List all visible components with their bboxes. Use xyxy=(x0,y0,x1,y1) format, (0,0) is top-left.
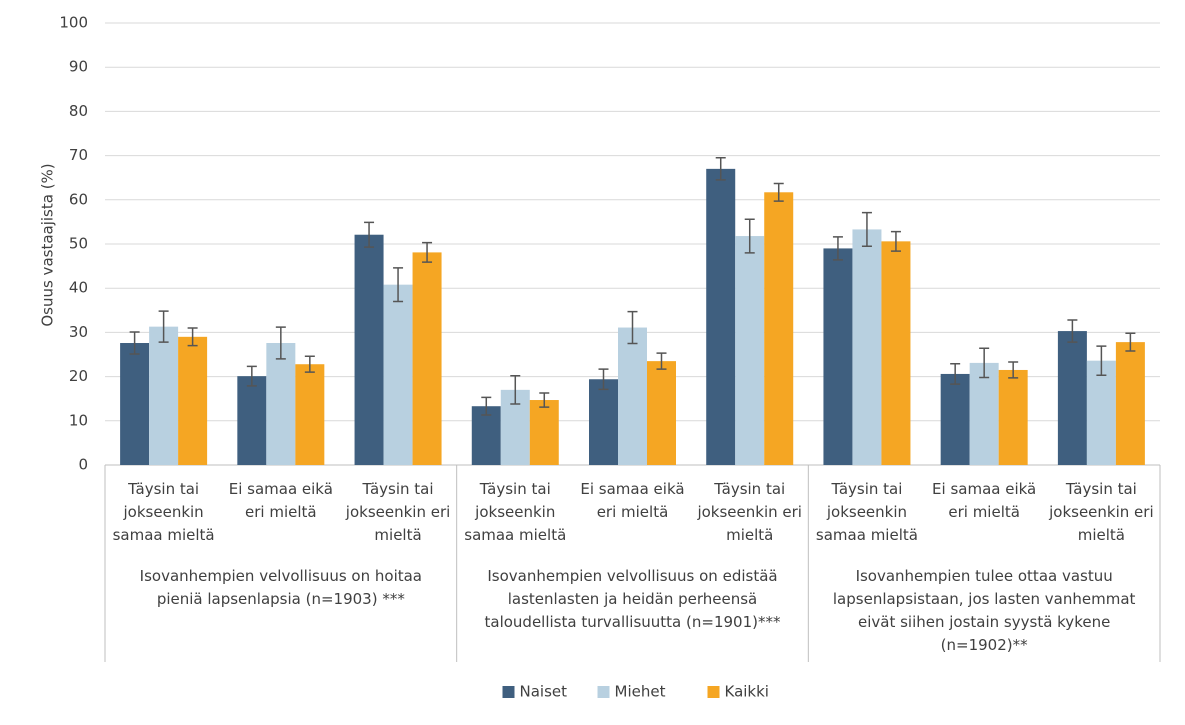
bar xyxy=(295,364,325,465)
error-bar xyxy=(129,331,140,355)
error-bar xyxy=(510,374,521,405)
y-tick-label: 50 xyxy=(69,235,88,253)
bar xyxy=(120,343,150,465)
error-bar xyxy=(246,365,257,387)
bar xyxy=(354,234,384,465)
error-bar xyxy=(598,368,609,391)
error-bar xyxy=(950,363,961,385)
y-tick-label: 100 xyxy=(59,14,88,32)
x-tick-label: Täysin tai jokseenkin samaa mieltä xyxy=(112,480,215,544)
bar xyxy=(1115,342,1145,465)
y-tick-label: 90 xyxy=(69,58,88,76)
bar xyxy=(412,252,442,465)
y-tick-label: 40 xyxy=(69,279,88,297)
error-bar xyxy=(744,218,755,254)
y-tick-label: 30 xyxy=(69,323,88,341)
bar xyxy=(940,373,970,465)
error-bar xyxy=(158,310,169,343)
bar xyxy=(237,376,267,465)
group-label: Isovanhempien velvollisuus on edistää la… xyxy=(484,567,781,631)
bar xyxy=(178,336,208,465)
error-bar xyxy=(773,182,784,202)
group-label: Isovanhempien velvollisuus on hoitaa pie… xyxy=(139,567,422,608)
error-bar xyxy=(422,241,433,263)
bar xyxy=(735,236,765,465)
error-bar xyxy=(979,347,990,379)
bar xyxy=(383,284,413,465)
x-tick-label: Täysin tai jokseenkin eri mieltä xyxy=(345,480,451,544)
bar xyxy=(647,361,676,465)
x-tick-label: Täysin tai jokseenkin eri mieltä xyxy=(1049,480,1154,544)
y-tick-label: 70 xyxy=(69,146,88,164)
y-tick-label: 60 xyxy=(69,190,88,208)
error-bar xyxy=(304,355,315,373)
error-bar xyxy=(481,396,492,416)
y-tick-label: 80 xyxy=(69,102,88,120)
legend-label: Miehet xyxy=(615,683,666,701)
bar xyxy=(1086,360,1116,465)
y-tick-label: 10 xyxy=(69,411,88,429)
x-tick-label: Ei samaa eikä eri mieltä xyxy=(228,480,333,521)
x-tick-label: Ei samaa eikä eri mieltä xyxy=(580,480,685,521)
bar xyxy=(764,192,794,465)
error-bar xyxy=(1096,345,1107,377)
legend-swatch xyxy=(502,686,515,698)
y-axis-title: Osuus vastaajista (%) xyxy=(39,163,57,326)
bar xyxy=(266,343,296,465)
bar xyxy=(852,229,882,465)
bar xyxy=(149,326,179,465)
error-bar xyxy=(861,211,872,247)
x-tick-label: Ei samaa eikä eri mieltä xyxy=(932,480,1037,521)
error-bar xyxy=(627,310,638,345)
x-tick-label: Täysin tai jokseenkin samaa mieltä xyxy=(815,480,918,544)
group-label: Isovanhempien tulee ottaa vastuu lapsenl… xyxy=(832,567,1136,654)
x-tick-label: Täysin tai jokseenkin samaa mieltä xyxy=(464,480,567,544)
error-bar xyxy=(656,352,667,370)
bar xyxy=(471,406,501,465)
y-tick-label: 0 xyxy=(78,456,88,474)
bar xyxy=(529,400,559,465)
bar xyxy=(706,168,736,466)
bar xyxy=(881,241,911,465)
y-tick-label: 20 xyxy=(69,367,88,385)
error-bar xyxy=(393,267,404,303)
legend-label: Kaikki xyxy=(725,683,769,701)
legend-label: Naiset xyxy=(520,683,568,701)
error-bar xyxy=(1125,332,1136,352)
bar xyxy=(969,362,999,465)
error-bar xyxy=(715,157,726,181)
error-bar xyxy=(1067,319,1078,343)
error-bar xyxy=(890,230,901,252)
error-bar xyxy=(832,236,843,261)
legend-swatch xyxy=(707,686,720,698)
error-bar xyxy=(187,327,198,347)
bar xyxy=(823,248,853,465)
legend-swatch xyxy=(597,686,610,698)
bar xyxy=(998,369,1028,465)
bar xyxy=(618,327,647,465)
error-bar xyxy=(275,326,286,360)
x-tick-label: Täysin tai jokseenkin eri mieltä xyxy=(697,480,802,544)
bar xyxy=(1057,331,1087,465)
bar xyxy=(589,379,618,465)
error-bar xyxy=(539,392,550,408)
error-bar xyxy=(364,221,375,248)
error-bar xyxy=(1008,361,1019,379)
